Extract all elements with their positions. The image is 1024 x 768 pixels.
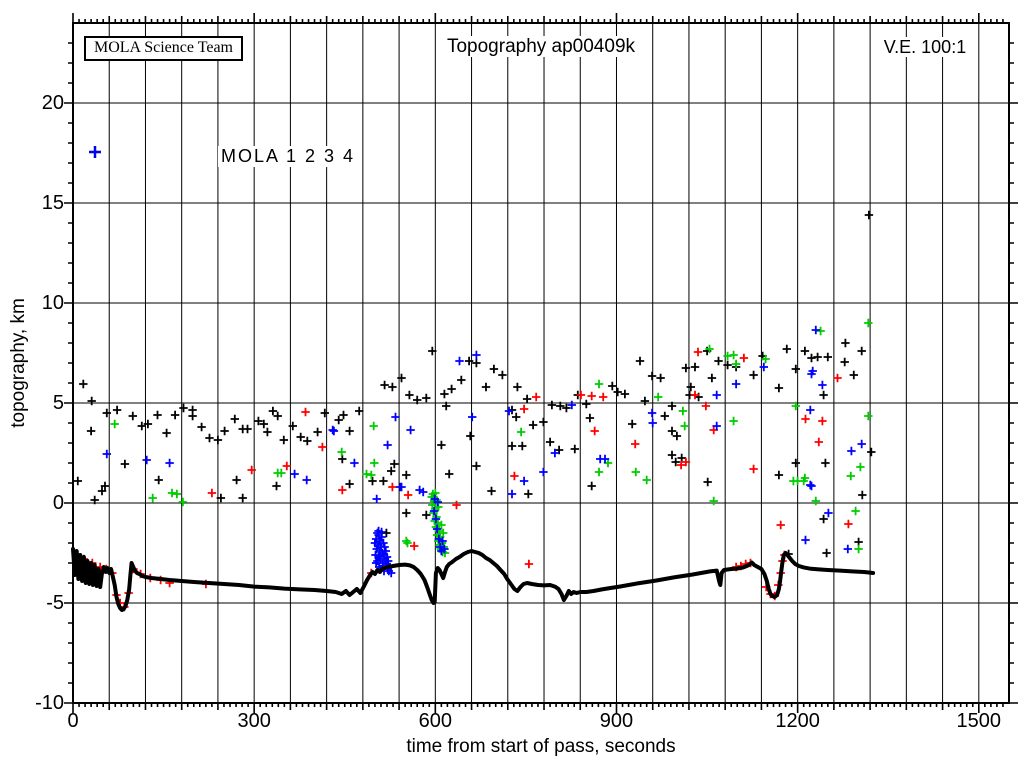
y-tick-label: -5 — [46, 592, 64, 614]
y-tick-label: 20 — [41, 92, 64, 114]
legend: MOLA 1 2 3 4 — [88, 145, 359, 167]
science-team-label: MOLA Science Team — [94, 39, 233, 56]
scatter-mola-1 — [73, 210, 876, 559]
profile-trace — [71, 547, 876, 612]
y-tick-label: 10 — [41, 292, 64, 314]
legend-label: MOLA 1 2 3 4 — [218, 145, 359, 167]
science-team-box: MOLA Science Team — [84, 36, 243, 61]
y-tick-label: 0 — [52, 492, 64, 514]
plot-frame — [72, 22, 1010, 704]
x-tick-label: 1500 — [956, 710, 1002, 732]
x-tick-label: 1200 — [775, 710, 820, 732]
x-tick-label: 600 — [418, 710, 452, 732]
y-tick-label: 5 — [52, 392, 64, 414]
vertical-exaggeration-label: V.E. 100:1 — [858, 37, 992, 58]
scatter-mola-4 — [102, 325, 866, 578]
y-tick-label: 15 — [41, 192, 64, 214]
x-tick-label: 900 — [599, 710, 634, 732]
scatter-mola-3 — [110, 318, 873, 561]
gridlines — [73, 23, 1009, 703]
x-axis-title: time from start of pass, seconds — [406, 736, 676, 757]
y-tick-label: -10 — [35, 692, 64, 714]
x-tick-label: 300 — [237, 710, 271, 732]
x-tick-label: 0 — [67, 710, 79, 732]
axis-ticks — [64, 13, 1018, 713]
